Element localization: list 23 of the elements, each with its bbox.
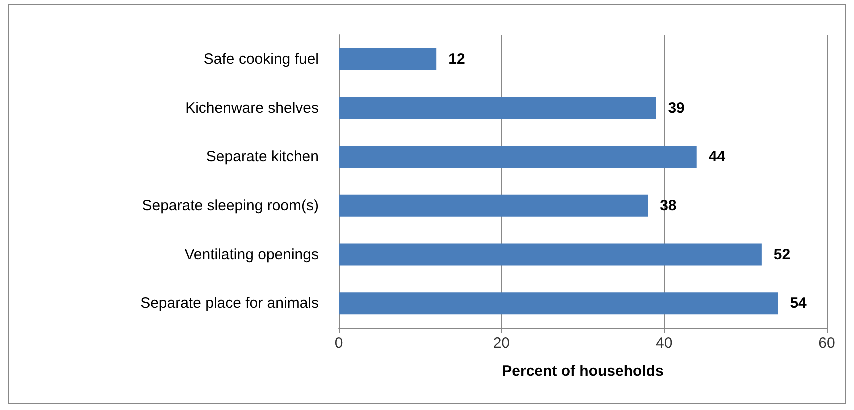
y-tick-label: Separate sleeping room(s) — [142, 197, 319, 214]
y-tick-label: Safe cooking fuel — [204, 50, 319, 68]
data-label: 12 — [448, 50, 466, 68]
data-label: 38 — [660, 197, 677, 214]
bar — [339, 194, 648, 217]
bar — [339, 292, 778, 315]
y-tick-label: Separate kitchen — [206, 148, 319, 166]
x-tick-label: 60 — [818, 335, 836, 352]
x-axis-title: Percent of households — [502, 363, 664, 380]
data-label: 52 — [774, 246, 791, 264]
data-label: 39 — [668, 100, 685, 117]
data-label: 44 — [708, 148, 726, 166]
x-tick-label: 40 — [656, 335, 673, 352]
bar — [339, 97, 656, 120]
y-tick-label: Separate place for animals — [140, 295, 319, 312]
x-tick-label: 20 — [493, 335, 510, 352]
bar — [339, 244, 762, 266]
y-tick-label: Kichenware shelves — [186, 100, 319, 117]
y-tick-label: Ventilating openings — [184, 246, 319, 264]
x-tick-label: 0 — [334, 335, 344, 352]
bar — [339, 146, 697, 168]
bar — [339, 48, 437, 70]
data-label: 54 — [790, 295, 808, 312]
